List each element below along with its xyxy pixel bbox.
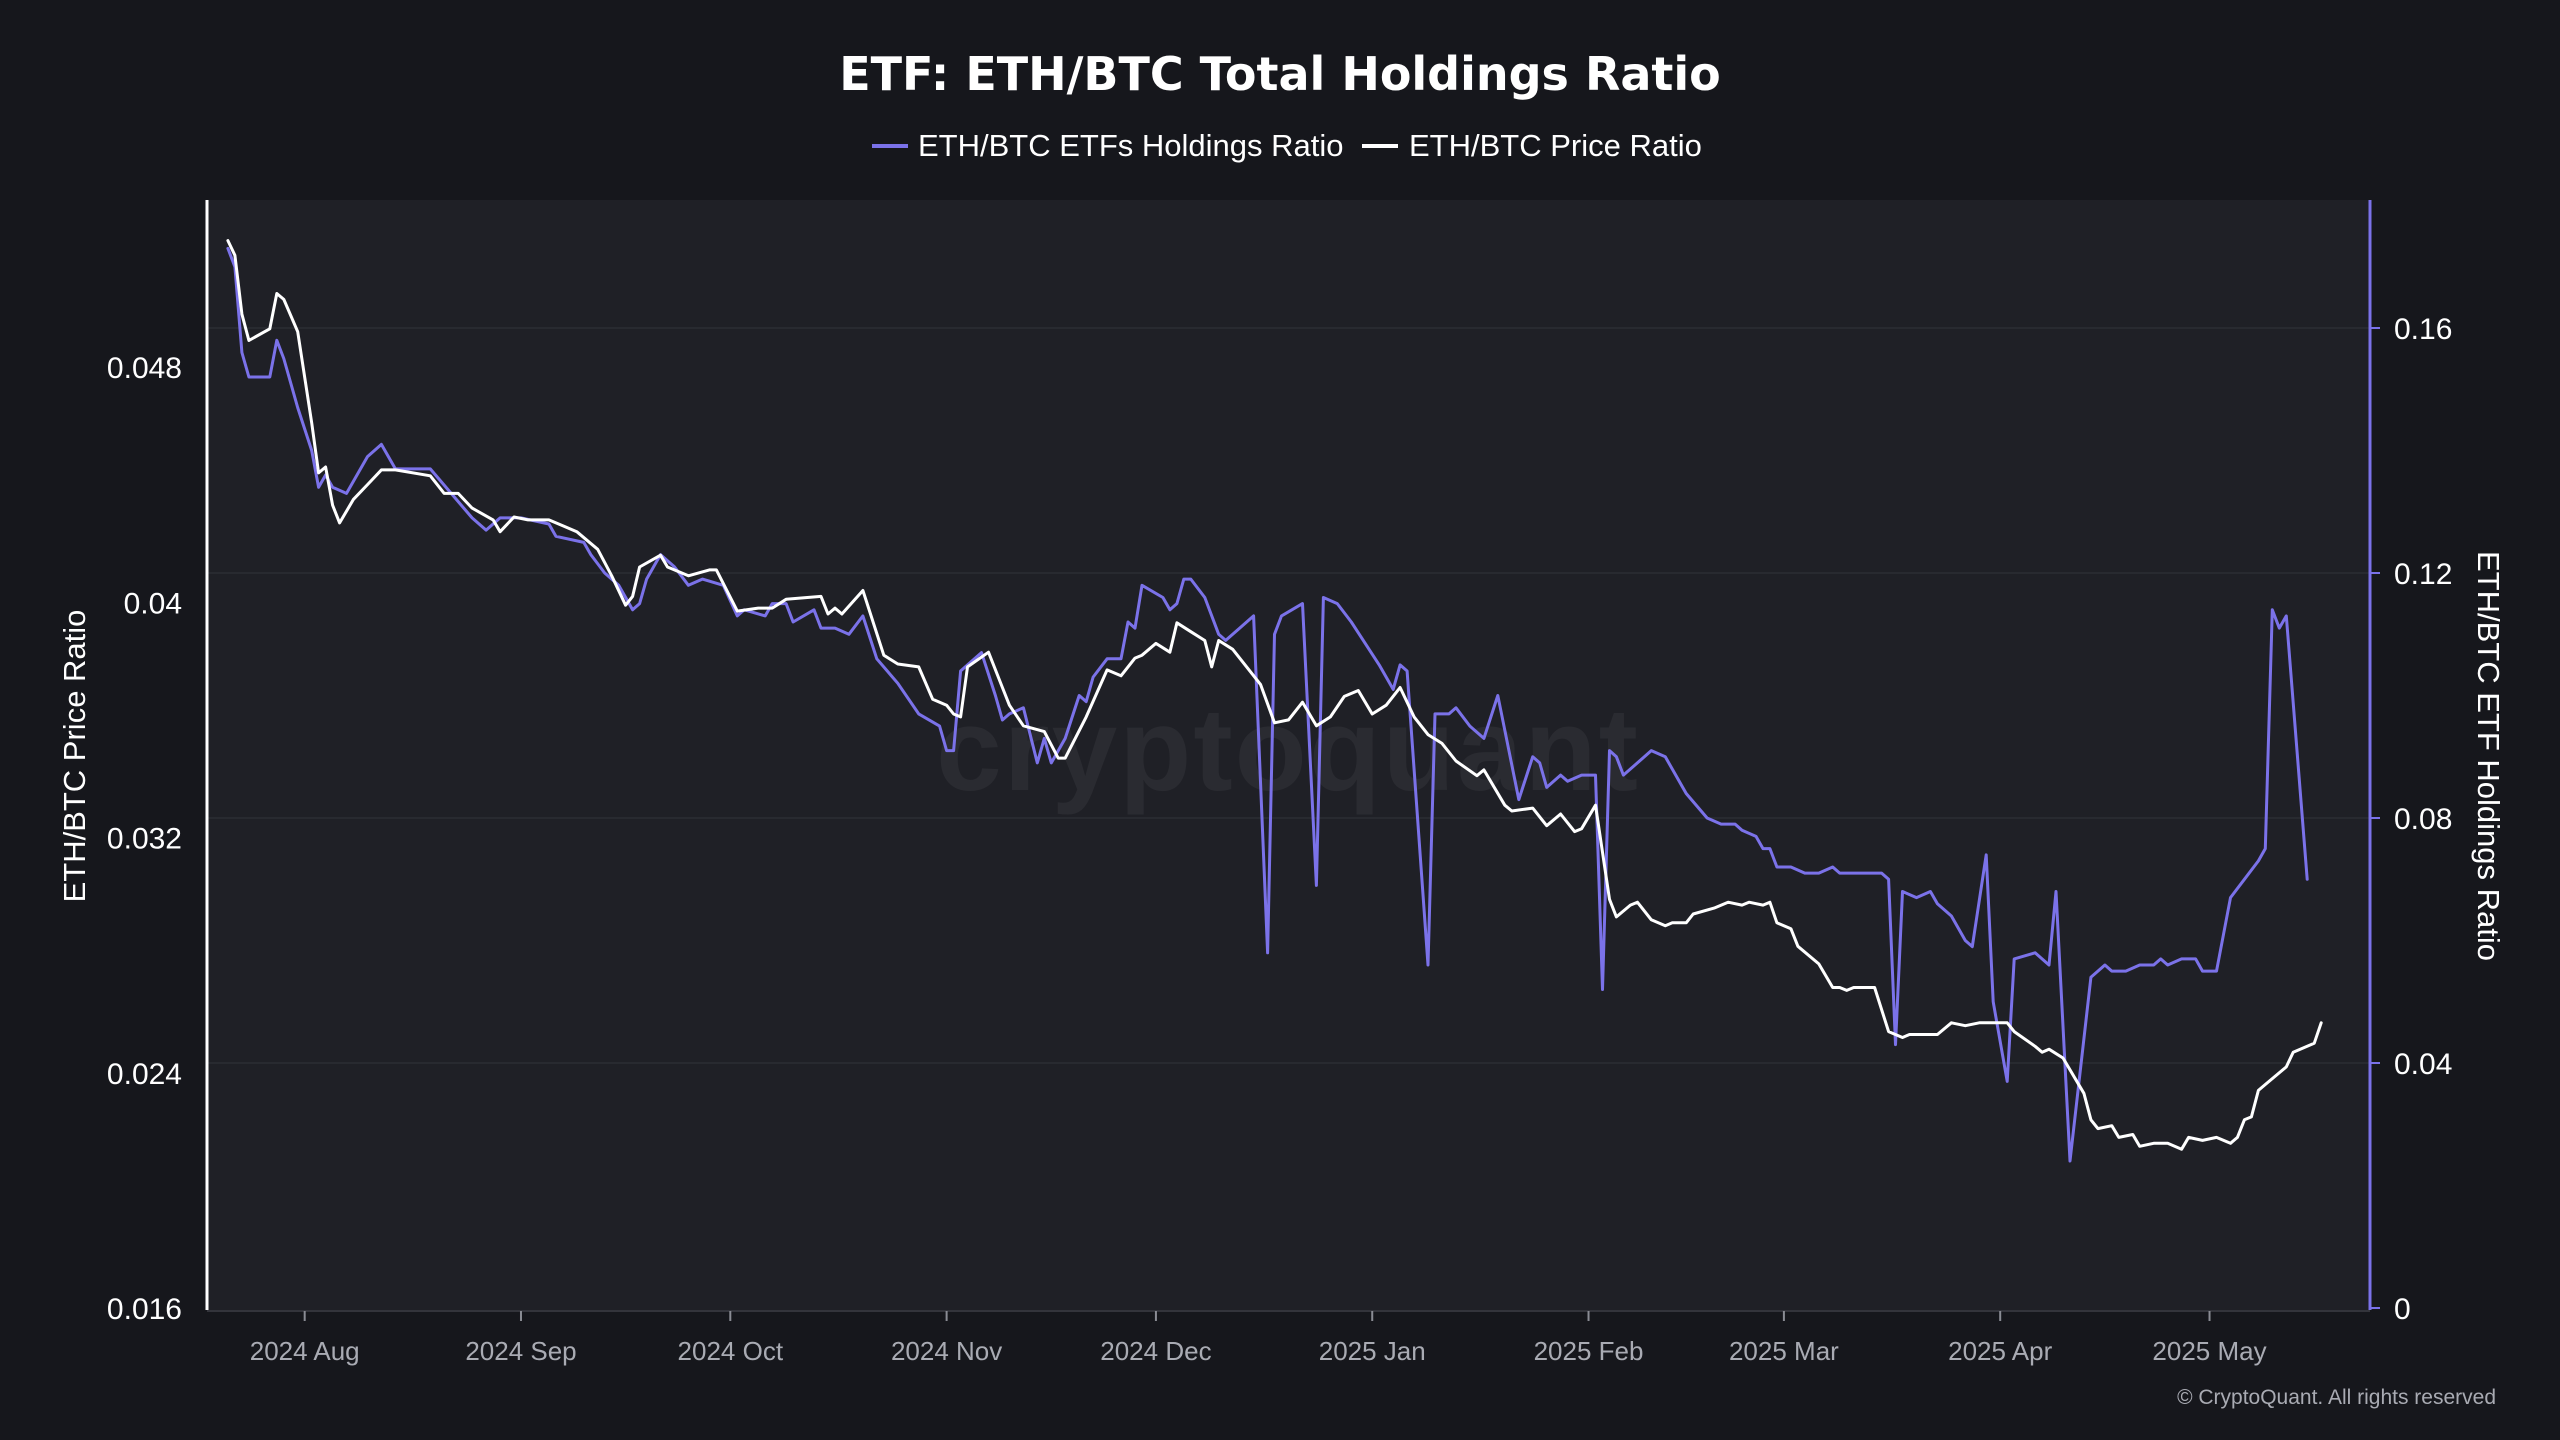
x-tick-label-1: 2024 Sep bbox=[465, 1336, 576, 1366]
chart-title: ETF: ETH/BTC Total Holdings Ratio bbox=[839, 47, 1721, 101]
right-tick-label-2: 0.08 bbox=[2394, 803, 2452, 836]
right-tick-label-1: 0.04 bbox=[2394, 1048, 2452, 1081]
left-axis-ticks: 0.016 0.024 0.032 0.04 0.048 bbox=[107, 352, 182, 1326]
x-tick-label-6: 2025 Feb bbox=[1534, 1336, 1644, 1366]
copyright-text: © CryptoQuant. All rights reserved bbox=[2177, 1386, 2496, 1409]
x-tick-label-3: 2024 Nov bbox=[891, 1336, 1002, 1366]
left-axis-title: ETH/BTC Price Ratio bbox=[57, 610, 92, 903]
legend-item-price-ratio[interactable]: ETH/BTC Price Ratio bbox=[1362, 128, 1702, 163]
plot-area bbox=[207, 200, 2370, 1312]
x-tick-label-8: 2025 Apr bbox=[1948, 1336, 2052, 1366]
axes bbox=[205, 200, 2372, 1312]
right-tick-label-3: 0.12 bbox=[2394, 558, 2452, 591]
legend: ETH/BTC ETFs Holdings Ratio ETH/BTC Pric… bbox=[872, 128, 1702, 163]
right-axis-title: ETH/BTC ETF Holdings Ratio bbox=[2471, 551, 2506, 961]
left-tick-label-0: 0.016 bbox=[107, 1293, 182, 1326]
x-tick-label-7: 2025 Mar bbox=[1729, 1336, 1839, 1366]
x-tick-label-4: 2024 Dec bbox=[1100, 1336, 1211, 1366]
left-tick-label-1: 0.024 bbox=[107, 1058, 182, 1091]
price-ratio-line[interactable] bbox=[226, 239, 2323, 1151]
x-tick-label-2: 2024 Oct bbox=[678, 1336, 784, 1366]
x-tick-label-9: 2025 May bbox=[2152, 1336, 2266, 1366]
x-tick-label-5: 2025 Jan bbox=[1319, 1336, 1426, 1366]
left-tick-label-4: 0.048 bbox=[107, 352, 182, 385]
series-lines bbox=[226, 239, 2323, 1163]
x-tick-label-0: 2024 Aug bbox=[250, 1336, 360, 1366]
legend-item-holdings-ratio[interactable]: ETH/BTC ETFs Holdings Ratio bbox=[872, 128, 1344, 163]
right-tick-label-4: 0.16 bbox=[2394, 313, 2452, 346]
holdings-ratio-line[interactable] bbox=[226, 246, 2309, 1163]
x-axis-ticks: 2024 Aug 2024 Sep 2024 Oct 2024 Nov 2024 Dec… bbox=[250, 1311, 2267, 1366]
left-tick-label-2: 0.032 bbox=[107, 823, 182, 856]
right-axis-ticks: 0 0.04 0.08 0.12 0.16 bbox=[2370, 313, 2452, 1326]
left-tick-label-3: 0.04 bbox=[124, 587, 182, 620]
legend-label-holdings: ETH/BTC ETFs Holdings Ratio bbox=[918, 128, 1344, 163]
right-tick-label-0: 0 bbox=[2394, 1293, 2411, 1326]
legend-label-price: ETH/BTC Price Ratio bbox=[1409, 128, 1702, 163]
